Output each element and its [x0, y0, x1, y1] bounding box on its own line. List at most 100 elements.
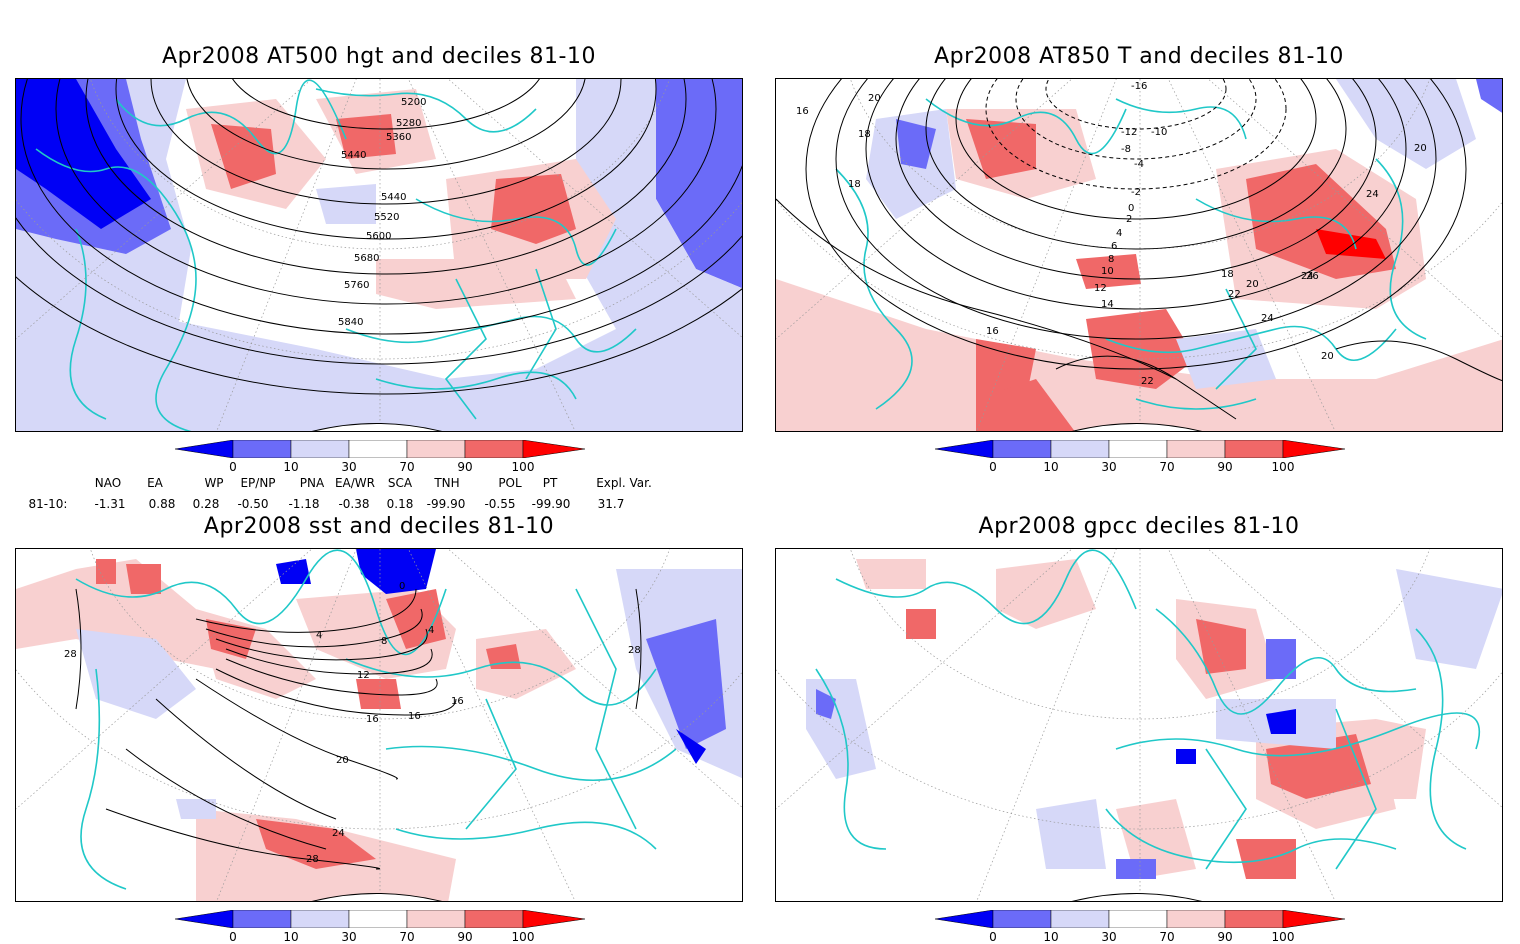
contour-label: 8 — [1108, 254, 1114, 265]
below-normal-region — [656, 79, 742, 289]
index-header: NAO — [94, 476, 122, 490]
index-value: -99.90 — [426, 497, 466, 511]
index-row-label: 81-10: — [28, 497, 68, 511]
coastlines — [835, 98, 1427, 410]
above-normal-region — [1196, 619, 1246, 674]
below-normal-region — [1036, 799, 1106, 869]
much-below-normal-region — [1266, 709, 1296, 734]
above-normal-region — [856, 559, 926, 589]
above-normal-region — [16, 559, 216, 669]
coastlines — [75, 549, 677, 890]
contour-label: 5520 — [374, 212, 399, 223]
index-header: TNH — [434, 476, 460, 490]
contour-label: 16 — [451, 696, 464, 707]
panel-title-at500: Apr2008 AT500 hgt and deciles 81-10 — [162, 44, 596, 69]
contour-label: 18 — [858, 129, 871, 140]
index-value: -1.18 — [288, 497, 320, 511]
contour-label: -8 — [1121, 144, 1131, 155]
contour-labels: 5200 5280 5360 5440 5440 5520 5600 5680 … — [338, 97, 426, 328]
below-normal-region — [1176, 329, 1276, 389]
contour-label: 16 — [366, 714, 379, 725]
panel-title-at850: Apr2008 AT850 T and deciles 81-10 — [934, 44, 1344, 69]
colorbar-tick: 90 — [1217, 460, 1233, 474]
contour-label: 0 — [399, 581, 405, 592]
index-value: 0.18 — [386, 497, 414, 511]
index-value: 0.28 — [192, 497, 220, 511]
height-contours — [16, 79, 742, 395]
colorbar-tick: 70 — [1159, 460, 1175, 474]
contour-label: 5600 — [366, 231, 391, 242]
colorbar-tick: 10 — [283, 930, 299, 944]
map-panel-at500: 5200 5280 5360 5440 5440 5520 5600 5680 … — [15, 78, 743, 432]
index-header: EP/NP — [240, 476, 276, 490]
colorbar-tick: 30 — [341, 460, 357, 474]
contour-label: 28 — [306, 854, 319, 865]
above-normal-region — [491, 174, 576, 244]
contour-label: 5360 — [386, 132, 411, 143]
below-normal-region — [76, 629, 196, 719]
contour-label: 20 — [1414, 143, 1427, 154]
index-header: EA — [147, 476, 163, 490]
contour-label: 20 — [868, 93, 881, 104]
colorbar-tick: 10 — [1043, 930, 1059, 944]
contour-label: 28 — [628, 645, 641, 656]
above-normal-region — [336, 114, 396, 159]
below-normal-region — [1336, 79, 1476, 169]
colorbar-at500: 0 10 30 70 90 100 — [174, 439, 595, 474]
contour-label: 4 — [1116, 228, 1122, 239]
colorbar-gpcc: 0 10 30 70 90 100 — [934, 909, 1355, 944]
much-below-normal-region — [356, 549, 436, 594]
much-below-normal-region — [676, 729, 706, 764]
colorbar-tick: 10 — [283, 460, 299, 474]
above-normal-region — [1266, 734, 1371, 799]
contour-label: 5440 — [341, 150, 366, 161]
much-below-normal-region — [276, 559, 311, 584]
index-value: -0.50 — [237, 497, 269, 511]
below-normal-region — [176, 799, 216, 819]
colorbar-sst: 0 10 30 70 90 100 — [174, 909, 595, 944]
much-below-normal-region — [1176, 749, 1196, 764]
contour-label: 4 — [316, 630, 322, 641]
below-normal-region — [1116, 859, 1156, 879]
map-panel-sst: 0 4 4 8 12 16 16 16 20 24 28 28 28 — [15, 548, 743, 902]
contour-label: 5440 — [381, 192, 406, 203]
above-normal-region — [906, 609, 936, 639]
below-normal-region — [1476, 79, 1502, 114]
colorbar-tick: 70 — [1159, 930, 1175, 944]
contour-label: 18 — [848, 179, 861, 190]
colorbar-tick: 100 — [1271, 460, 1295, 474]
panel-title-gpcc: Apr2008 gpcc deciles 81-10 — [978, 514, 1300, 539]
contour-label: 26 — [1306, 271, 1319, 282]
below-normal-region — [646, 619, 726, 749]
contour-label: 16 — [796, 106, 809, 117]
colorbar-tick: 100 — [511, 930, 535, 944]
contour-label: 8 — [381, 636, 387, 647]
contour-label: 24 — [1366, 189, 1379, 200]
contour-label: 20 — [336, 755, 349, 766]
index-header: SCA — [387, 476, 413, 490]
above-normal-region — [996, 559, 1096, 629]
index-value: -0.55 — [484, 497, 516, 511]
coastlines — [815, 549, 1481, 870]
colorbar-at850: 0 10 30 70 90 100 — [934, 439, 1355, 474]
above-normal-region — [126, 564, 161, 594]
map-panel-gpcc — [775, 548, 1503, 902]
below-normal-region — [1266, 639, 1296, 679]
above-normal-region — [1076, 254, 1141, 289]
colorbar-tick: 0 — [229, 930, 237, 944]
colorbar-tick: 0 — [989, 930, 997, 944]
index-value: 31.7 — [597, 497, 625, 511]
contour-label: 14 — [1101, 299, 1114, 310]
index-header: POL — [498, 476, 522, 490]
above-normal-region — [96, 559, 116, 584]
contour-label: 5840 — [338, 317, 363, 328]
colorbar-tick: 30 — [341, 930, 357, 944]
above-normal-region — [376, 259, 576, 309]
colorbar-tick: 30 — [1101, 460, 1117, 474]
above-normal-region — [776, 279, 1502, 431]
contour-label: -2 — [1131, 187, 1141, 198]
much-above-normal-region — [1316, 229, 1386, 259]
below-normal-region — [316, 184, 376, 224]
contour-label: 28 — [64, 649, 77, 660]
contour-label: 10 — [1101, 266, 1114, 277]
